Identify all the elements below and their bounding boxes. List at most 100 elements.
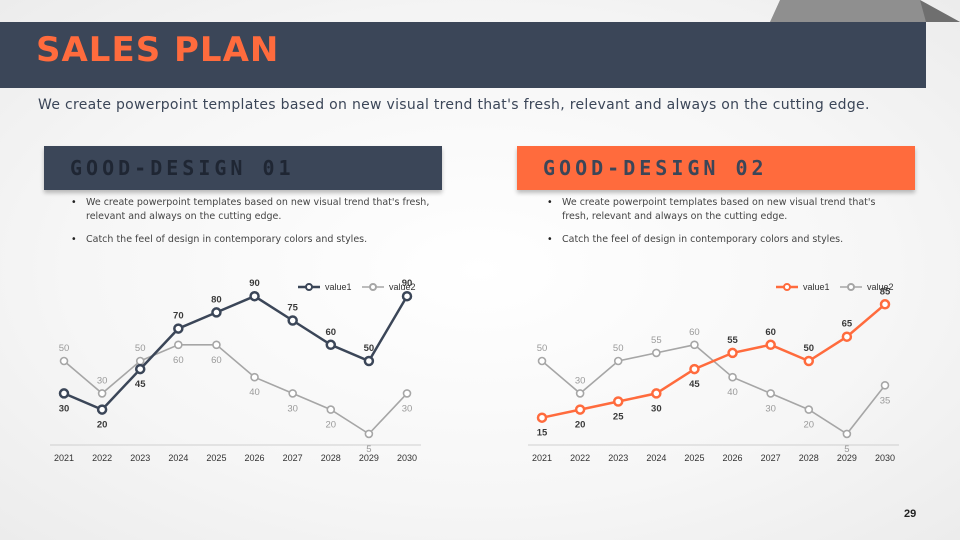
data-label: 30 [575,375,586,386]
data-point [652,348,661,358]
data-label: 50 [364,343,375,354]
data-point [135,356,145,366]
data-label: 20 [803,420,814,431]
data-point [612,396,624,407]
data-label: 30 [765,403,776,414]
x-tick-label: 2023 [608,453,628,463]
data-label: 75 [287,303,298,314]
data-label: 50 [803,343,814,354]
data-point [727,347,738,359]
data-point [574,404,586,415]
data-point [325,339,337,351]
data-label: 60 [325,327,336,338]
x-tick-label: 2024 [646,453,666,463]
data-label: 15 [537,428,548,439]
data-label: 50 [537,343,548,354]
data-label: 30 [59,403,70,414]
title-bar-fold [770,0,960,22]
line-chart-2: 2021 2022 2023 2024 2025 2026 2027 2028 2029 2030… [528,282,899,463]
data-label: 60 [765,327,776,338]
panel-1-bullets: We create powerpoint templates based on … [66,196,446,256]
data-label: 60 [689,327,700,338]
series-line-value2 [63,344,408,435]
x-tick-label: 2028 [321,453,341,463]
data-point [402,389,412,398]
data-point [174,340,183,350]
data-label: 5 [366,444,371,455]
data-label: 85 [880,286,891,297]
x-tick-label: 2023 [130,453,150,463]
series-line-value1 [541,303,886,419]
data-point [536,412,548,423]
data-point [134,363,146,375]
x-tick-label: 2026 [245,453,265,463]
data-point [249,290,260,302]
x-tick-label: 2021 [532,453,552,463]
data-label: 50 [613,343,624,354]
data-label: 80 [211,294,222,305]
data-point [364,429,374,439]
data-point [363,355,375,367]
slide-subtitle: We create powerpoint templates based on … [38,97,870,113]
page-number: 29 [904,508,917,520]
data-point [728,372,737,382]
bullet-item: Catch the feel of design in contemporary… [66,233,446,247]
panel-heading-2: GOOD-DESIGN 02 [543,156,768,180]
data-point [58,388,70,399]
series-line-value1 [63,294,409,412]
data-label: 45 [689,379,700,390]
x-tick-label: 2025 [684,453,704,463]
panel-header-1: GOOD-DESIGN 01 [44,146,442,190]
line-chart-1: 2021 2022 2023 2024 2025 2026 2027 2028 2029 2030… [50,278,421,463]
panel-heading-1: GOOD-DESIGN 01 [70,156,295,180]
data-point [651,388,662,399]
data-point [841,331,853,342]
data-label: 20 [325,420,336,431]
data-point [880,381,890,390]
data-label: 70 [173,311,184,322]
data-point [613,356,623,366]
bullet-item: We create powerpoint templates based on … [542,196,902,224]
data-point [537,356,547,366]
data-label: 30 [402,403,413,414]
legend-label: value2 [867,282,894,292]
data-label: 30 [287,403,298,414]
data-point [765,339,776,351]
legend-label: value1 [803,282,830,292]
x-tick-label: 2029 [837,453,857,463]
data-point [689,363,700,375]
data-label: 55 [651,335,662,346]
data-label: 90 [249,278,260,289]
data-point [326,405,336,414]
data-point [766,389,775,398]
panel-2-bullets: We create powerpoint templates based on … [542,196,902,256]
data-label: 5 [844,444,849,455]
x-tick-label: 2029 [359,453,379,463]
legend-swatch-marker [305,283,313,291]
data-point [96,404,108,415]
data-point [879,299,891,310]
data-point [211,307,222,318]
data-point [59,356,69,366]
data-point [803,355,815,367]
x-tick-label: 2030 [875,453,895,463]
data-point [173,323,184,334]
legend-swatch-marker [783,283,791,291]
x-tick-label: 2021 [54,453,74,463]
data-point [287,315,298,326]
panel-header-2: GOOD-DESIGN 02 [517,146,915,190]
data-label: 60 [173,355,184,366]
slide-title: SALES PLAN [36,30,280,70]
bullet-item: Catch the feel of design in contemporary… [542,233,902,247]
data-point [575,389,585,398]
bullet-item: We create powerpoint templates based on … [66,196,446,224]
data-label: 20 [575,420,586,431]
legend-swatch-marker [369,283,377,291]
data-label: 20 [97,420,108,431]
x-tick-label: 2022 [570,453,590,463]
data-label: 40 [727,387,738,398]
data-point [212,340,221,350]
data-point [804,405,814,414]
x-tick-label: 2027 [761,453,781,463]
data-label: 60 [211,355,222,366]
